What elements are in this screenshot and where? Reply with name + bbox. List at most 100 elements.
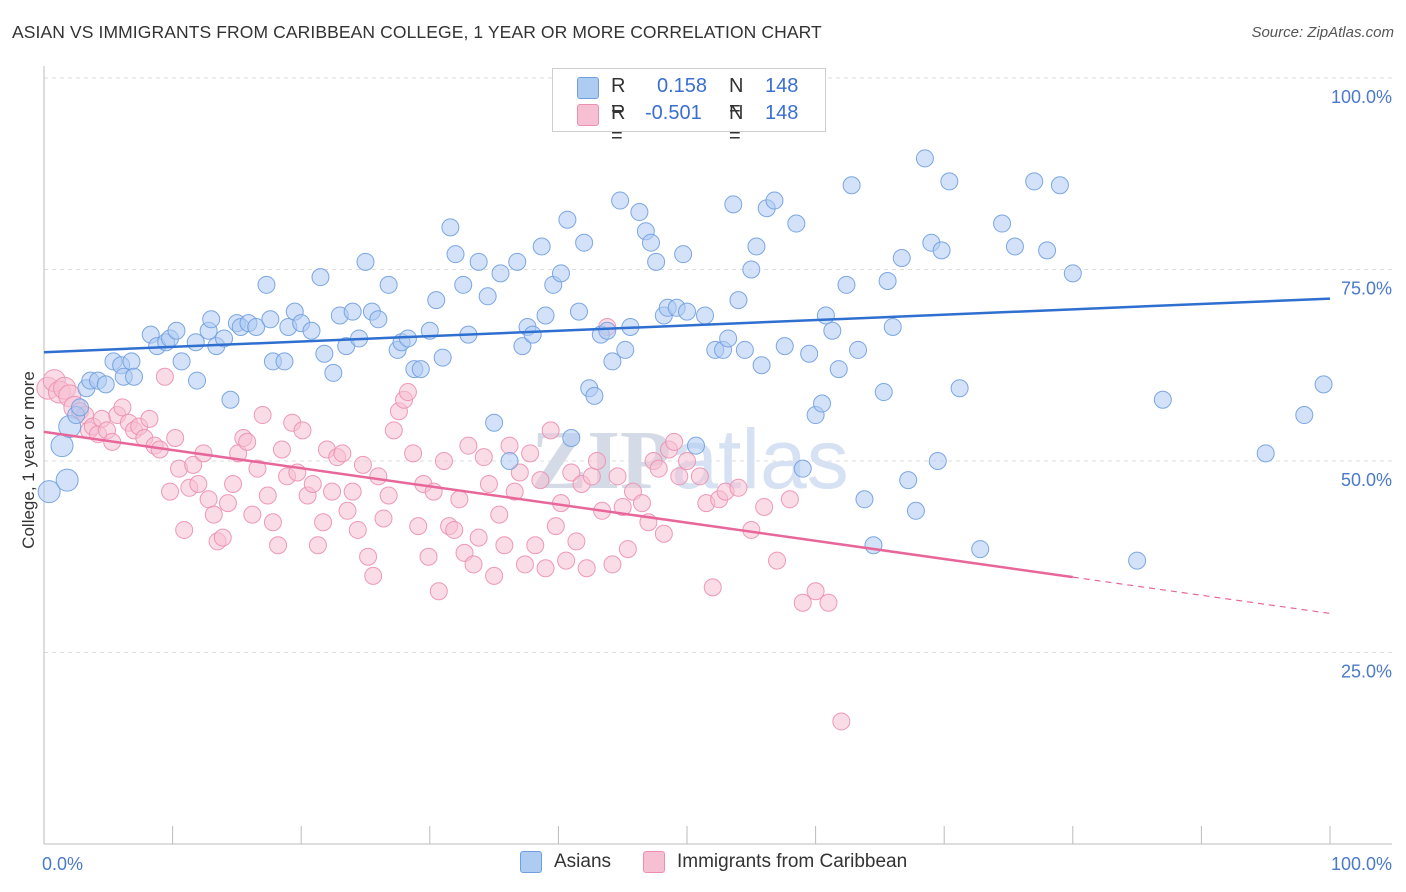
point-caribbean <box>755 497 774 516</box>
point-caribbean <box>348 520 367 539</box>
point-asian <box>37 480 61 504</box>
point-asian <box>724 195 743 214</box>
point-caribbean <box>434 452 453 470</box>
x-tick-label: 0.0% <box>42 854 83 874</box>
point-asian <box>379 275 398 294</box>
point-asian <box>96 375 115 394</box>
point-asian <box>616 340 635 359</box>
legend-swatch-caribbean <box>577 104 599 126</box>
point-caribbean <box>768 551 787 570</box>
point-caribbean <box>166 429 185 448</box>
point-caribbean <box>670 467 689 486</box>
point-caribbean <box>450 490 469 509</box>
point-caribbean <box>521 444 540 463</box>
point-asian <box>558 210 577 229</box>
point-caribbean <box>213 528 232 547</box>
point-asian <box>411 360 430 379</box>
point-caribbean <box>404 444 423 463</box>
point-asian <box>787 214 806 233</box>
n-label: N = <box>729 75 744 120</box>
trend-lines <box>43 297 1331 615</box>
point-asian <box>603 352 622 371</box>
point-asian <box>816 306 835 325</box>
point-caribbean <box>474 448 493 467</box>
point-asian <box>630 203 649 222</box>
y-tick-label: 50.0% <box>1341 470 1392 490</box>
point-caribbean <box>618 540 637 559</box>
point-asian <box>585 386 604 405</box>
y-tick-label: 25.0% <box>1341 662 1392 682</box>
x-tick-label: 100.0% <box>1331 854 1392 874</box>
point-caribbean <box>665 432 684 451</box>
point-asian <box>906 501 925 520</box>
axes <box>43 66 1392 845</box>
point-caribbean <box>333 444 352 463</box>
point-caribbean <box>364 566 383 585</box>
point-asian <box>343 302 362 321</box>
point-asian <box>315 344 334 363</box>
trend-line-asians <box>43 297 1331 354</box>
point-caribbean <box>531 471 550 490</box>
point-caribbean <box>632 494 651 513</box>
point-caribbean <box>253 406 272 425</box>
point-caribbean <box>258 486 277 505</box>
point-caribbean <box>582 467 601 486</box>
point-caribbean <box>374 509 393 528</box>
point-asian <box>513 337 532 356</box>
point-asian <box>454 275 473 294</box>
point-caribbean <box>515 555 534 574</box>
point-caribbean <box>536 559 555 578</box>
y-tick-label: 75.0% <box>1341 279 1392 299</box>
point-caribbean <box>577 559 596 578</box>
point-asian <box>1050 176 1069 195</box>
point-caribbean <box>175 520 194 539</box>
point-asian <box>747 237 766 256</box>
source-label: Source: ZipAtlas.com <box>1251 24 1394 41</box>
point-caribbean <box>690 467 709 486</box>
point-caribbean <box>343 482 362 501</box>
point-caribbean <box>269 536 288 555</box>
series-caribbean <box>36 317 851 731</box>
point-asian <box>491 264 510 283</box>
point-caribbean <box>379 486 398 505</box>
point-asian <box>719 329 738 348</box>
point-caribbean <box>359 547 378 566</box>
point-asian <box>275 352 294 371</box>
correlation-legend: R = 0.158 N = 148 R = -0.501 N = 148 <box>552 68 826 147</box>
point-asian <box>500 452 519 470</box>
point-caribbean <box>303 474 322 493</box>
point-asian <box>188 371 207 390</box>
point-caribbean <box>248 459 267 478</box>
point-asian <box>823 321 842 340</box>
point-caribbean <box>729 478 748 497</box>
point-asian <box>899 471 918 490</box>
r-label: R = <box>611 102 626 147</box>
point-asian <box>611 191 630 210</box>
point-caribbean <box>308 536 327 555</box>
point-asian <box>598 321 617 340</box>
point-asian <box>356 252 375 271</box>
point-asian <box>55 468 79 492</box>
point-caribbean <box>429 582 448 601</box>
point-caribbean <box>161 482 180 501</box>
point-caribbean <box>608 467 627 486</box>
point-asian <box>1153 390 1172 409</box>
point-asian <box>324 363 343 382</box>
point-caribbean <box>505 482 524 501</box>
n-value: 148 <box>765 102 799 124</box>
point-caribbean <box>293 421 312 440</box>
legend-swatch-asians <box>577 77 599 99</box>
point-asian <box>793 459 812 478</box>
point-asian <box>883 317 902 336</box>
legend-label-asians: Asians <box>554 851 612 872</box>
point-caribbean <box>678 452 696 470</box>
point-asian <box>928 452 947 470</box>
point-caribbean <box>384 421 403 440</box>
point-asian <box>485 413 504 432</box>
point-asian <box>1063 264 1082 283</box>
point-asian <box>1025 172 1044 191</box>
series-asians <box>37 149 1333 570</box>
point-asian <box>71 398 90 417</box>
point-asian <box>765 191 784 210</box>
